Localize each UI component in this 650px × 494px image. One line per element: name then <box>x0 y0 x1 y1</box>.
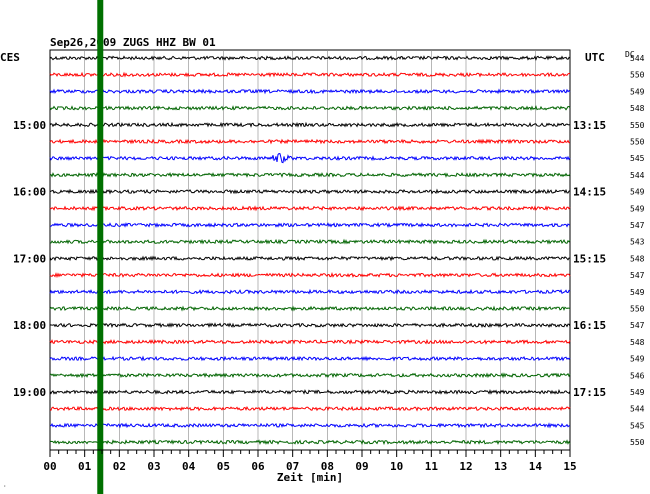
dc-value-label: 547 <box>630 271 645 280</box>
x-tick-label: 00 <box>43 460 56 473</box>
seismic-traces <box>49 55 571 446</box>
left-time-label: 18:00 <box>13 319 46 332</box>
trace-line <box>49 389 571 395</box>
trace-line <box>49 338 571 345</box>
x-tick-label: 10 <box>390 460 403 473</box>
trace-line <box>49 322 571 329</box>
dc-value-label: 545 <box>630 154 645 163</box>
left-time-label: 15:00 <box>13 119 46 132</box>
dc-value-label: 550 <box>630 71 645 80</box>
trace-line <box>49 88 571 95</box>
right-time-labels: 13:15 14:15 15:15 16:15 17:15 <box>573 119 606 399</box>
left-timezone-label: CES <box>0 51 20 64</box>
right-timezone-label: UTC <box>585 51 605 64</box>
dc-header-label: DC <box>625 50 635 59</box>
chart-title: Sep26,2009 ZUGS HHZ BW 01 <box>50 36 216 49</box>
dc-value-label: 549 <box>630 288 645 297</box>
x-tick-label: 13 <box>494 460 507 473</box>
right-time-label: 13:15 <box>573 119 606 132</box>
dc-value-label: 548 <box>630 338 645 347</box>
dc-value-labels: 544 550 549 548 550 550 545 544 549 549 547 543 548 5… <box>630 54 645 447</box>
dc-value-label: 549 <box>630 204 645 213</box>
x-tick-label: 15 <box>563 460 576 473</box>
x-tick-label: 12 <box>459 460 472 473</box>
left-time-label: 19:00 <box>13 386 46 399</box>
trace-line <box>49 55 571 61</box>
left-time-label: 16:00 <box>13 186 46 199</box>
trace-line <box>49 172 571 178</box>
trace-line <box>49 188 571 195</box>
trace-line <box>49 238 571 245</box>
trace-line <box>49 288 571 295</box>
trace-line <box>49 272 571 279</box>
dc-value-label: 549 <box>630 188 645 197</box>
x-tick-label: 07 <box>286 460 299 473</box>
marker-layer <box>97 0 104 494</box>
dc-value-label: 549 <box>630 388 645 397</box>
x-tick-label: 04 <box>182 460 196 473</box>
trace-line <box>49 105 571 111</box>
right-time-label: 15:15 <box>573 252 606 265</box>
x-tick-label: 03 <box>147 460 160 473</box>
dc-value-label: 547 <box>630 321 645 330</box>
trace-line <box>49 439 571 446</box>
trace-line <box>49 138 571 145</box>
corner-mark: · <box>3 483 7 490</box>
trace-line <box>49 372 571 379</box>
trace-line <box>49 355 571 362</box>
dc-value-label: 550 <box>630 305 645 314</box>
trace-line <box>49 153 571 164</box>
plot-frame <box>49 49 571 451</box>
x-tick-label: 11 <box>425 460 439 473</box>
trace-line <box>49 121 571 128</box>
x-tick-label: 09 <box>355 460 368 473</box>
dc-value-label: 550 <box>630 438 645 447</box>
trace-line <box>49 255 571 262</box>
dc-value-label: 545 <box>630 421 645 430</box>
x-tick-label: 05 <box>217 460 230 473</box>
trace-line <box>49 222 571 228</box>
dc-value-label: 544 <box>630 54 645 63</box>
minute-grid <box>84 50 536 450</box>
trace-line <box>49 71 571 78</box>
left-time-labels: 15:00 16:00 17:00 18:00 19:00 <box>13 119 46 399</box>
trace-line <box>49 305 571 312</box>
dc-value-label: 547 <box>630 221 645 230</box>
dc-value-label: 548 <box>630 104 645 113</box>
right-time-label: 14:15 <box>573 186 606 199</box>
dc-value-label: 550 <box>630 121 645 130</box>
dc-value-label: 549 <box>630 355 645 364</box>
right-time-label: 16:15 <box>573 319 606 332</box>
trace-line <box>49 205 571 212</box>
x-tick-label: 14 <box>529 460 543 473</box>
x-tick-label: 01 <box>78 460 92 473</box>
x-axis: 00 01 02 03 04 05 06 07 08 09 10 11 12 13 14 15 <box>43 449 577 473</box>
left-time-label: 17:00 <box>13 252 46 265</box>
dc-value-label: 544 <box>630 405 645 414</box>
right-time-label: 17:15 <box>573 386 606 399</box>
trace-line <box>49 405 571 412</box>
dc-value-label: 543 <box>630 238 645 247</box>
x-tick-label: 06 <box>251 460 265 473</box>
x-axis-label: Zeit [min] <box>277 471 343 484</box>
dc-value-label: 550 <box>630 138 645 147</box>
vertical-marker <box>97 0 104 494</box>
dc-value-label: 549 <box>630 87 645 96</box>
trace-line <box>49 422 571 429</box>
x-tick-label: 02 <box>113 460 126 473</box>
dc-value-label: 544 <box>630 171 645 180</box>
dc-value-label: 548 <box>630 254 645 263</box>
dc-value-label: 546 <box>630 371 645 380</box>
x-tick-label: 08 <box>321 460 334 473</box>
